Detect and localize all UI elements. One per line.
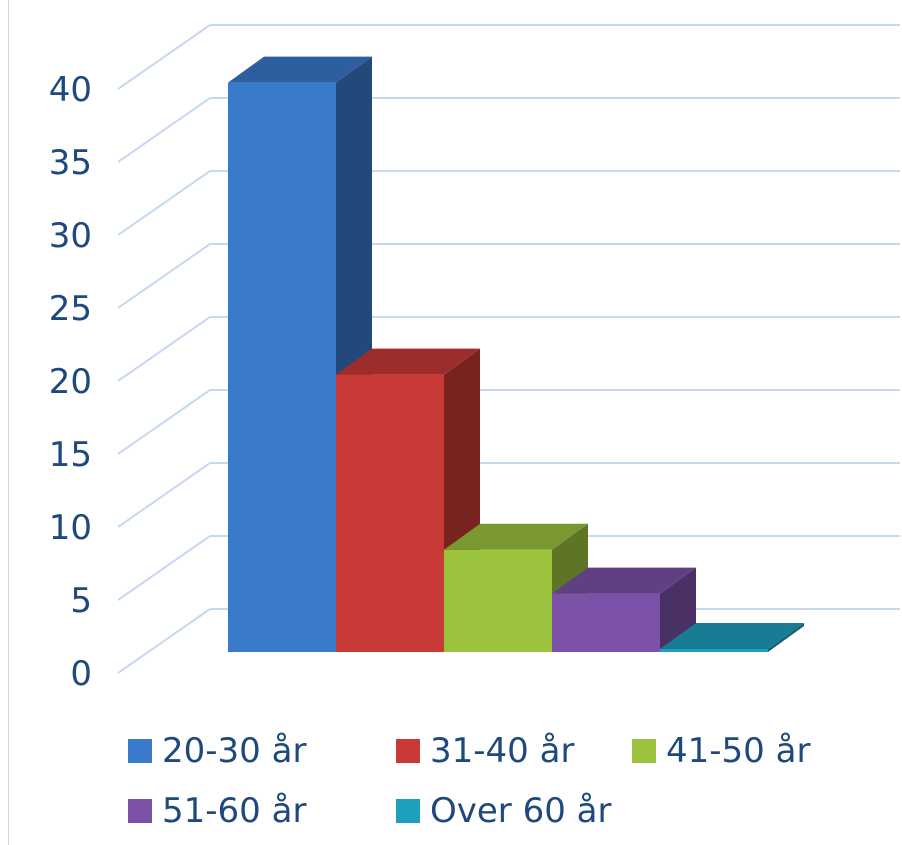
bar-top [552,567,696,594]
legend-label: 51-60 år [162,791,307,831]
bar-front [228,82,336,653]
y-tick-label: 25 [49,289,92,329]
gridline-diagonal [117,535,211,601]
legend-swatch [396,799,420,823]
bar-front [444,549,552,652]
y-tick-label: 10 [49,508,92,548]
y-tick-label: 15 [49,435,92,475]
legend-label: 41-50 år [666,731,811,771]
bar-front [552,593,660,652]
legend: 20-30 år 31-40 år 41-50 år 51-60 år Over… [128,728,888,834]
chart-frame-edge [8,0,9,845]
gridline-diagonal [117,170,211,236]
bar-side [768,623,804,652]
legend-swatch [128,739,152,763]
legend-item-3: 51-60 år [128,788,396,834]
bar-top [660,623,804,649]
gridline-diagonal [117,24,211,90]
chart-plot: 0 5 10 15 20 25 30 35 40 [49,24,900,694]
y-tick-label: 5 [70,581,92,621]
legend-label: 31-40 år [430,731,575,771]
legend-swatch [632,739,656,763]
gridline-diagonal [117,97,211,163]
y-tick-label: 40 [49,70,92,110]
legend-swatch [396,739,420,763]
gridline-diagonal [117,462,211,528]
legend-swatch [128,799,152,823]
gridline-diagonal [117,389,211,455]
y-tick-label: 35 [49,143,92,183]
gridline-diagonal [117,243,211,309]
bar-front [660,649,768,652]
legend-item-2: 41-50 år [632,728,862,774]
bar-top [336,348,480,375]
gridline-diagonal [117,316,211,382]
gridline-diagonal [117,608,211,674]
legend-label: 20-30 år [162,731,307,771]
bar-front [336,374,444,652]
legend-item-4: Over 60 år [396,788,632,834]
bar-4 [660,623,804,652]
bars [228,56,804,653]
y-tick-label: 30 [49,216,92,256]
bar-top [444,523,588,550]
legend-item-0: 20-30 år [128,728,396,774]
y-axis-ticks: 0 5 10 15 20 25 30 35 40 [49,70,92,694]
y-tick-label: 20 [49,362,92,402]
y-tick-label: 0 [70,654,92,694]
legend-item-1: 31-40 år [396,728,632,774]
legend-label: Over 60 år [430,791,612,831]
bar-top [228,56,372,83]
